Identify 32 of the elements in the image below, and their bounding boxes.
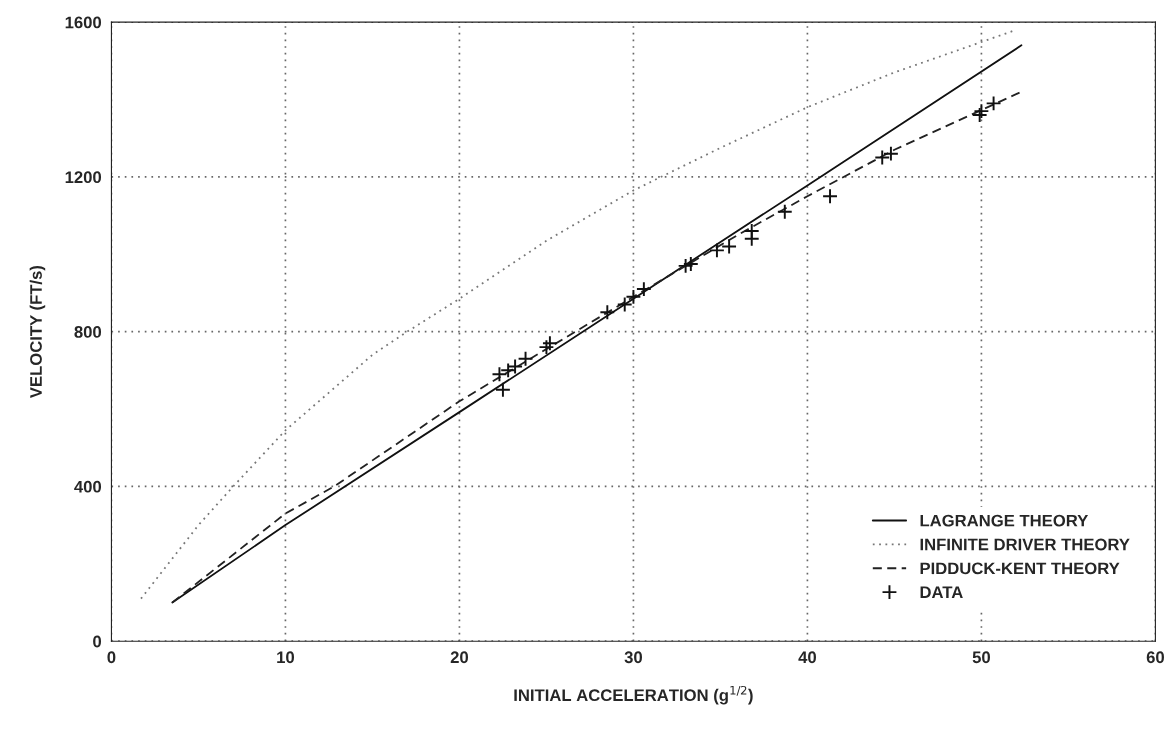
point [973, 103, 990, 120]
point [985, 95, 1002, 112]
x-tick-label: 30 [624, 651, 643, 664]
x-tick-label: 50 [972, 651, 990, 664]
point [971, 107, 988, 123]
legend-label: LAGRANGE THEORY [920, 514, 1089, 527]
x-tick-label: 20 [450, 651, 469, 664]
point [776, 203, 793, 220]
point [541, 335, 558, 352]
point [538, 339, 555, 356]
y-tick-label: 1600 [65, 16, 102, 29]
point [677, 257, 694, 274]
x-tick-label: 40 [798, 651, 816, 664]
point [721, 238, 738, 255]
x-tick-label: 0 [107, 651, 116, 664]
point [682, 256, 699, 272]
x-axis-title: INITIAL ACCELERATION (g$^{1/2}$) [514, 685, 753, 705]
point [709, 242, 725, 259]
point [822, 188, 838, 205]
y-tick-label: 1200 [65, 171, 102, 184]
point [743, 223, 760, 239]
legend-label: PIDDUCK-KENT THEORY [920, 562, 1120, 575]
legend-label: DATA [920, 586, 963, 598]
point [599, 304, 616, 321]
y-tick-label: 800 [74, 326, 102, 338]
x-tick-label: 60 [1146, 651, 1164, 664]
x-tick-label: 10 [277, 651, 295, 664]
y-tick-label: 400 [74, 480, 102, 493]
legend-label: INFINITE DRIVER THEORY [920, 538, 1130, 551]
y-tick-label: 0 [93, 635, 102, 648]
y-axis-title: VELOCITY (FT/s) [29, 265, 46, 399]
point [495, 381, 511, 398]
